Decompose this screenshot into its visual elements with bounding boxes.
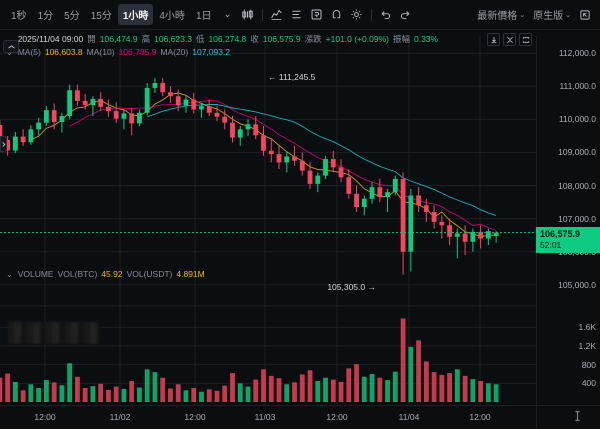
volume-tick-2: 1.2K <box>578 341 597 351</box>
timeframe-0[interactable]: 1秒 <box>11 11 27 22</box>
time-tick-1: 11/02 <box>109 412 131 422</box>
version-mode-dropdown[interactable]: 原生版 ⌄ <box>530 7 574 22</box>
timeframe-more-icon[interactable]: ⌄ <box>223 9 232 19</box>
volume-collapse-button[interactable] <box>0 136 7 152</box>
volume-tick-3: 1.6K <box>578 322 597 333</box>
version-mode-label: 原生版 <box>533 11 564 22</box>
chevron-down-icon-2: ⌄ <box>565 11 571 19</box>
time-tick-5: 11/04 <box>398 412 420 422</box>
price-tick-7: 105,000.0 <box>558 279 596 290</box>
collapse-icon[interactable] <box>503 33 516 46</box>
timeframe-5[interactable]: 4小時 <box>159 11 185 22</box>
timeframe-3[interactable]: 15分 <box>90 11 112 22</box>
legend-buttons <box>487 33 532 46</box>
chevron-down-icon: ⌄ <box>519 11 526 19</box>
price-mode-dropdown[interactable]: 最新價格 ⌄ <box>474 7 528 22</box>
restore-icon[interactable] <box>519 33 532 46</box>
download-icon[interactable] <box>487 33 500 46</box>
volume-tick-0: 400 <box>581 378 596 389</box>
countdown-value: 52:01 <box>540 239 562 250</box>
flag-icon[interactable] <box>308 6 326 24</box>
low-annotation: 105,305.0 → <box>327 282 376 292</box>
timeframe-1[interactable]: 1分 <box>37 11 54 22</box>
price-tick-3: 109,000.0 <box>558 147 596 158</box>
price-mode-label: 最新價格 <box>477 11 518 22</box>
toolbar-divider-2 <box>370 8 372 21</box>
price-axis[interactable]: 112,000.0 111,000.0 110,000.0 109,000.0 108,… <box>536 36 600 405</box>
high-annotation: ← 111,245.5 <box>268 72 316 82</box>
fullscreen-icon[interactable] <box>576 6 594 24</box>
time-axis-divider <box>536 406 537 429</box>
redacted-region <box>8 322 100 344</box>
current-price-badge: 106,575.9 52:01 <box>536 226 600 253</box>
gear-icon[interactable] <box>348 6 366 24</box>
undo-icon[interactable] <box>377 6 395 24</box>
price-tick-1: 111,000.0 <box>559 81 596 92</box>
cursor-tool-icon[interactable] <box>573 410 582 425</box>
price-tick-4: 108,000.0 <box>558 180 596 191</box>
layers-icon[interactable] <box>288 6 306 24</box>
price-tick-5: 107,000.0 <box>558 213 596 224</box>
time-tick-2: 12:00 <box>184 412 206 422</box>
time-tick-4: 12:00 <box>326 412 348 422</box>
chart-plot-area[interactable] <box>0 36 536 405</box>
candlestick-svg <box>0 36 536 405</box>
price-tick-0: 112,000.0 <box>558 48 596 59</box>
volume-tick-1: 800 <box>581 359 596 370</box>
current-price-value: 106,575.9 <box>540 228 581 239</box>
timeframe-4[interactable]: 1小時 <box>117 4 154 25</box>
magnet-icon[interactable] <box>328 6 346 24</box>
price-tick-2: 110,000.0 <box>558 114 596 125</box>
time-tick-0: 12:00 <box>34 412 56 422</box>
chart-collapse-button[interactable] <box>3 40 19 53</box>
toolbar-divider <box>261 8 263 21</box>
timeframe-6[interactable]: 1日 <box>195 11 212 22</box>
time-tick-6: 12:00 <box>469 412 491 422</box>
timeframe-group: 1秒 1分 5分 15分 1小時 4小時 1日 <box>6 4 217 25</box>
chart-toolbar: 1秒 1分 5分 15分 1小時 4小時 1日 ⌄ <box>0 0 600 30</box>
indicator-icon[interactable] <box>268 6 286 24</box>
timeframe-2[interactable]: 5分 <box>64 11 80 22</box>
candlestick-type-icon[interactable] <box>239 6 257 24</box>
time-tick-3: 11/03 <box>254 412 276 422</box>
redo-icon[interactable] <box>397 6 415 24</box>
time-axis[interactable]: 12:00 11/02 12:00 11/03 12:00 11/04 12:00 <box>0 405 600 429</box>
